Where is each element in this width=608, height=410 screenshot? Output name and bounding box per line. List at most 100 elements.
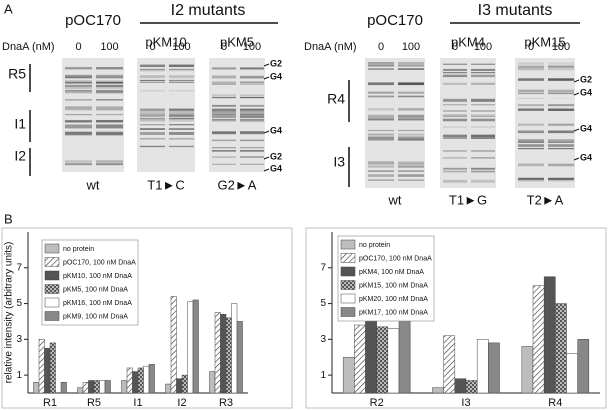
gel-band [443, 126, 467, 128]
gel-band [240, 156, 264, 158]
gel-band [398, 170, 424, 172]
gel-band [443, 104, 467, 106]
bar [170, 296, 177, 394]
gel-band [65, 80, 92, 82]
legend-swatch [44, 284, 60, 294]
gel-band [518, 109, 544, 111]
gel-band [443, 150, 467, 152]
gel-band [169, 90, 194, 92]
bar [443, 335, 456, 394]
gel-band [169, 145, 194, 148]
x-tick-label: I3 [461, 397, 470, 409]
bar [454, 378, 467, 394]
dnaa-label: DnaA (nM) [2, 41, 55, 53]
marker-tick [263, 156, 270, 160]
gel-band [212, 108, 236, 112]
gel-band [548, 109, 574, 111]
legend-swatch [44, 243, 60, 254]
gel-band [398, 108, 424, 111]
legend-label: pOC170, 100 nM DnaA [63, 259, 136, 266]
gel-band [368, 95, 394, 97]
x-tick-label: R5 [87, 397, 101, 409]
gel-band [96, 99, 123, 101]
gel-band [96, 160, 123, 163]
bar [432, 387, 444, 394]
marker-label: G4 [580, 87, 592, 97]
bar [577, 339, 590, 394]
gel-band [398, 95, 424, 97]
lane-label: 0 [149, 41, 155, 53]
gel-band [398, 136, 424, 138]
gel-band [368, 62, 394, 64]
gel-band [212, 83, 236, 85]
gel-band [471, 68, 495, 71]
gel-band [368, 116, 394, 119]
gel-band [548, 123, 574, 126]
gel-band [398, 138, 424, 141]
marker-label: G4 [270, 125, 282, 135]
group-title: I2 mutants [171, 2, 246, 19]
gel-band [169, 108, 194, 111]
bar [126, 367, 133, 394]
gel-band [548, 91, 574, 93]
gel-band [240, 118, 264, 121]
gel-band [96, 113, 123, 116]
marker-tick [573, 128, 580, 132]
gel-band [518, 180, 544, 182]
bar [566, 353, 578, 394]
marker-tick [573, 79, 580, 83]
gel-band [65, 125, 92, 129]
marker-tick [263, 63, 270, 67]
bar [88, 380, 95, 394]
gel-band [65, 163, 92, 166]
gel-band [65, 113, 92, 116]
gel-band [212, 104, 236, 107]
gel-band [398, 62, 424, 64]
gel-band [471, 74, 495, 78]
lane-label: 100 [243, 41, 261, 53]
lane-label: 0 [528, 41, 534, 53]
gel-band [368, 64, 394, 67]
gel-band [65, 76, 92, 79]
gel-band [96, 124, 123, 127]
gel-band [212, 147, 236, 149]
gel-band [240, 108, 264, 112]
y-axis-label: relative intensity (arbitrary units) [4, 242, 15, 384]
gel-band [140, 79, 165, 82]
gel-band [140, 132, 165, 135]
lane-label: 0 [75, 41, 81, 53]
bar [209, 371, 216, 394]
gel-band [398, 82, 424, 86]
gel-band [368, 174, 394, 177]
x-tick-label: R4 [548, 397, 562, 409]
mutation-label: wt [86, 177, 100, 192]
bar [398, 317, 411, 394]
dnaa-label: DnaA (nM) [304, 41, 357, 53]
gel-band [548, 104, 574, 107]
gel-band [212, 150, 236, 152]
gel-band [65, 106, 92, 109]
gel-band [240, 115, 264, 119]
gel-band [548, 163, 574, 167]
bar [77, 387, 84, 394]
gel-band [240, 67, 264, 70]
gel-band [518, 91, 544, 93]
bar [49, 342, 56, 394]
gel [515, 58, 575, 188]
y-tick-label: 3 [320, 334, 326, 345]
bar [354, 324, 366, 394]
lane-label: 0 [378, 41, 384, 53]
gel-band [443, 63, 467, 65]
gel-band [443, 71, 467, 74]
gel-band [398, 174, 424, 177]
region-label: I1 [14, 116, 26, 132]
gel-band [443, 98, 467, 102]
plasmid-name: pKM5 [220, 34, 254, 49]
legend-label: no protein [359, 242, 390, 249]
gel-band [368, 68, 394, 70]
gel-band [443, 118, 467, 122]
gel-band [65, 90, 92, 94]
bar [236, 321, 243, 394]
gel-band [96, 131, 123, 134]
